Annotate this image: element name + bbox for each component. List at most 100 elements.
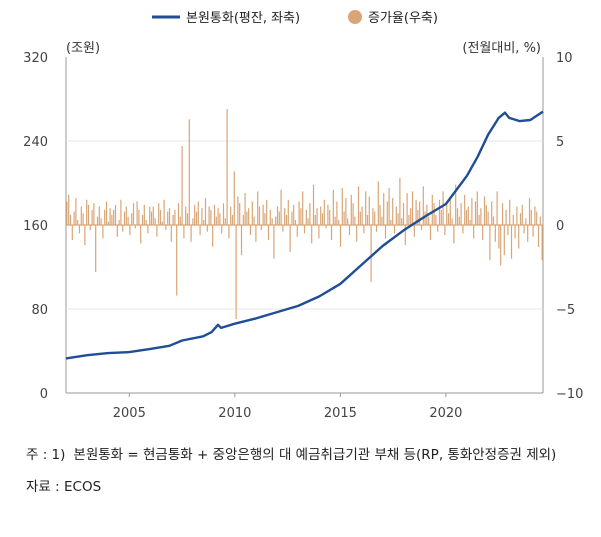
growth-bar bbox=[444, 225, 446, 236]
growth-bar bbox=[244, 193, 246, 225]
growth-bar bbox=[325, 225, 327, 229]
growth-bar bbox=[127, 216, 129, 225]
growth-bar bbox=[413, 225, 415, 237]
growth-bar bbox=[68, 194, 70, 225]
growth-bar bbox=[482, 225, 484, 241]
growth-bar bbox=[341, 188, 343, 225]
right-tick-label: −10 bbox=[556, 387, 583, 402]
growth-bar bbox=[498, 225, 500, 249]
growth-bar bbox=[491, 201, 493, 225]
growth-bar bbox=[361, 206, 363, 225]
growth-bar bbox=[357, 186, 360, 225]
growth-bar bbox=[174, 209, 176, 225]
growth-bar bbox=[237, 196, 239, 225]
growth-bar bbox=[539, 216, 541, 225]
growth-bar bbox=[480, 208, 482, 225]
growth-bar bbox=[73, 211, 75, 225]
growth-bar bbox=[217, 208, 219, 225]
growth-bar bbox=[179, 216, 181, 225]
growth-bar bbox=[419, 201, 421, 225]
growth-bar bbox=[100, 218, 102, 225]
growth-bar bbox=[458, 216, 460, 225]
growth-bar bbox=[395, 206, 397, 225]
growth-bar bbox=[339, 225, 342, 247]
growth-bar bbox=[433, 203, 435, 225]
growth-bar bbox=[156, 225, 158, 237]
growth-bar bbox=[329, 209, 331, 225]
growth-bar bbox=[523, 225, 525, 234]
growth-bar bbox=[447, 213, 450, 225]
growth-bar bbox=[489, 225, 491, 261]
growth-bar bbox=[183, 225, 185, 239]
growth-bar bbox=[363, 225, 365, 234]
growth-bar bbox=[109, 208, 111, 225]
left-tick-label: 320 bbox=[23, 51, 48, 66]
growth-bar bbox=[404, 225, 406, 246]
growth-bar bbox=[136, 201, 138, 225]
growth-bar bbox=[107, 221, 109, 225]
growth-bar bbox=[118, 219, 120, 225]
growth-bar bbox=[165, 225, 167, 231]
growth-bar bbox=[131, 213, 133, 225]
right-tick-label: 5 bbox=[556, 135, 564, 150]
growth-bar bbox=[316, 208, 318, 225]
growth-bar bbox=[147, 225, 149, 234]
growth-bar bbox=[289, 225, 291, 252]
growth-bar bbox=[248, 208, 250, 225]
growth-bar bbox=[399, 177, 401, 225]
growth-bar bbox=[282, 225, 284, 232]
growth-bar bbox=[163, 199, 165, 225]
growth-bar bbox=[487, 211, 489, 225]
growth-bar bbox=[334, 216, 336, 225]
growth-bar bbox=[411, 191, 414, 225]
growth-bar bbox=[120, 199, 122, 225]
growth-bar bbox=[267, 225, 270, 241]
growth-bar bbox=[455, 184, 457, 225]
growth-bar bbox=[476, 191, 478, 225]
growth-bar bbox=[80, 206, 82, 225]
growth-bar bbox=[534, 206, 536, 225]
growth-bar bbox=[456, 208, 459, 225]
growth-bar bbox=[392, 198, 394, 225]
growth-bar bbox=[167, 211, 169, 225]
growth-bar bbox=[438, 199, 441, 225]
growth-bar bbox=[87, 204, 90, 225]
growth-bar bbox=[446, 204, 448, 225]
growth-bar bbox=[206, 225, 208, 232]
growth-bar bbox=[149, 206, 151, 225]
growth-bar bbox=[181, 146, 183, 225]
x-tick-label: 2010 bbox=[218, 406, 251, 421]
growth-bar bbox=[284, 208, 286, 225]
growth-bar bbox=[93, 203, 95, 225]
growth-bar bbox=[104, 209, 106, 225]
growth-bar bbox=[185, 206, 187, 225]
growth-bar bbox=[273, 225, 275, 259]
growth-bar bbox=[159, 209, 162, 225]
note-text: 본원통화 = 현금통화 + 중앙은행의 대 예금취급기관 부채 등(RP, 통화… bbox=[73, 447, 557, 463]
growth-bar bbox=[123, 211, 126, 225]
growth-bar bbox=[507, 225, 509, 236]
growth-bar bbox=[365, 191, 367, 225]
growth-bar bbox=[116, 225, 118, 237]
growth-bar bbox=[302, 191, 304, 225]
growth-bar bbox=[345, 198, 347, 225]
source-key: 자료 : bbox=[26, 479, 64, 495]
growth-bar bbox=[140, 225, 142, 244]
growth-bar bbox=[402, 203, 405, 225]
legend-bar-label: 증가율(우축) bbox=[368, 11, 438, 26]
growth-bar bbox=[114, 204, 117, 225]
growth-bar bbox=[208, 206, 210, 225]
growth-bar bbox=[500, 225, 502, 266]
growth-bar bbox=[197, 201, 199, 225]
legend-bar-swatch bbox=[348, 10, 362, 24]
growth-bar bbox=[199, 225, 201, 236]
growth-bar bbox=[69, 214, 72, 225]
growth-bar bbox=[527, 225, 529, 242]
growth-bar bbox=[429, 225, 432, 241]
growth-bar bbox=[258, 206, 261, 225]
right-tick-label: 10 bbox=[556, 51, 573, 66]
growth-bar bbox=[354, 216, 356, 225]
growth-bar bbox=[381, 216, 383, 225]
growth-bar bbox=[536, 211, 538, 225]
growth-bar bbox=[474, 201, 477, 225]
